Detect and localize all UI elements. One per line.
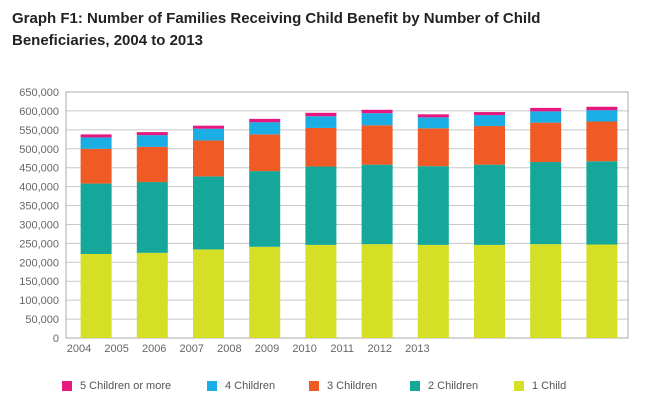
stacked-bar-chart: 0 50,000 100,000 150,000 200,000 250,000 300,0… (19, 87, 629, 355)
legend-swatch (410, 381, 420, 391)
y-tick-label: 600,000 (19, 106, 59, 118)
bar-segment-2-children (80, 183, 112, 254)
legend-swatch (62, 381, 72, 391)
legend-item: 1 Child (514, 380, 566, 392)
bar-segment-2-children (136, 182, 168, 253)
x-tick-label: 2013 (405, 343, 429, 355)
bar-segment-3-children (474, 126, 505, 165)
bar-segment-5-children-or-more (305, 112, 337, 117)
x-tick-label: 2005 (104, 343, 128, 355)
chart-legend: 5 Children or more 4 Children 3 Children 2 … (0, 380, 650, 400)
bar-segment-2-children (474, 164, 505, 245)
y-tick-label: 500,000 (19, 144, 59, 156)
bar-segment-2-children (193, 176, 224, 250)
legend-swatch (207, 381, 217, 391)
y-tick-label: 650,000 (19, 87, 59, 99)
bar-segment-1-child (474, 244, 505, 338)
y-tick-label: 300,000 (19, 219, 59, 231)
bar-segment-2-children (249, 171, 281, 247)
bar-segment-2-children (361, 164, 393, 245)
y-tick-label: 350,000 (19, 201, 59, 213)
bar-segment-1-child (305, 244, 337, 338)
bar-segment-5-children-or-more (249, 118, 281, 123)
bar-segment-1-child (530, 244, 562, 338)
x-tick-label: 2007 (180, 343, 204, 355)
x-tick-label: 2008 (217, 343, 241, 355)
y-tick-label: 250,000 (19, 238, 59, 250)
x-tick-label: 2010 (292, 343, 316, 355)
bar-segment-5-children-or-more (136, 132, 168, 136)
y-tick-label: 50,000 (25, 314, 59, 326)
x-tick-label: 2006 (142, 343, 166, 355)
bar-segment-3-children (136, 146, 168, 183)
legend-label: 5 Children or more (80, 380, 172, 392)
x-tick-label: 2004 (67, 343, 91, 355)
legend-swatch (514, 381, 524, 391)
x-tick-label: 2011 (330, 343, 354, 355)
bar-segment-3-children (417, 128, 449, 167)
legend-item: 3 Children (309, 380, 377, 392)
bar-segment-3-children (530, 122, 562, 163)
bar-segment-2-children (417, 166, 449, 245)
bar-segment-5-children-or-more (417, 114, 449, 118)
legend-label: 1 Child (532, 380, 567, 392)
bar-segment-1-child (80, 253, 112, 338)
bar-segment-4-children (417, 117, 449, 129)
bar-segment-1-child (136, 252, 168, 338)
legend-label: 2 Children (428, 380, 479, 392)
bar-segment-4-children (80, 137, 112, 149)
y-tick-label: 200,000 (19, 257, 59, 269)
bar-segment-2-children (305, 166, 337, 245)
y-tick-label: 550,000 (19, 125, 59, 137)
legend-label: 4 Children (225, 380, 276, 392)
bar-segment-3-children (193, 140, 224, 177)
bar-segment-4-children (361, 113, 393, 126)
chart-title: Graph F1: Number of Families Receiving C… (12, 10, 541, 49)
bar-segment-3-children (361, 125, 393, 165)
bar-segment-5-children-or-more (193, 125, 224, 129)
bar-segment-1-child (193, 249, 224, 338)
bar-segment-1-child (361, 244, 393, 338)
y-tick-label: 100,000 (19, 295, 59, 307)
bar-segment-4-children (249, 122, 281, 135)
bar-segment-5-children-or-more (361, 109, 393, 114)
legend-item: 4 Children (207, 380, 275, 392)
legend-item: 5 Children or more (62, 380, 171, 392)
legend-label: 3 Children (327, 380, 378, 392)
bar-segment-4-children (530, 111, 562, 123)
y-tick-label: 400,000 (19, 182, 59, 194)
bar-segment-1-child (249, 246, 281, 338)
y-tick-label: 0 (53, 333, 59, 345)
y-tick-label: 450,000 (19, 163, 59, 175)
bar-segment-4-children (193, 128, 224, 141)
bar-segment-2-children (586, 161, 618, 245)
bar-segment-4-children (136, 135, 168, 147)
bar-segment-1-child (586, 244, 618, 338)
bar-segment-4-children (474, 115, 505, 127)
bar-segment-3-children (305, 127, 337, 167)
bar-segment-5-children-or-more (80, 134, 112, 138)
bar-segment-1-child (417, 244, 449, 338)
bar-segment-3-children (80, 148, 112, 184)
legend-item: 2 Children (410, 380, 478, 392)
bar-segment-5-children-or-more (530, 107, 562, 112)
y-tick-label: 150,000 (19, 276, 59, 288)
bar-segment-3-children (249, 134, 281, 172)
plot-frame (65, 91, 629, 339)
x-tick-label: 2012 (368, 343, 392, 355)
bar-segment-4-children (305, 116, 337, 128)
bar-segment-4-children (586, 110, 618, 122)
x-tick-label: 2009 (255, 343, 279, 355)
legend-swatch (309, 381, 319, 391)
bar-segment-5-children-or-more (586, 106, 618, 111)
bar-segment-5-children-or-more (474, 112, 505, 116)
bar-segment-2-children (530, 162, 562, 245)
bar-segment-3-children (586, 121, 618, 162)
